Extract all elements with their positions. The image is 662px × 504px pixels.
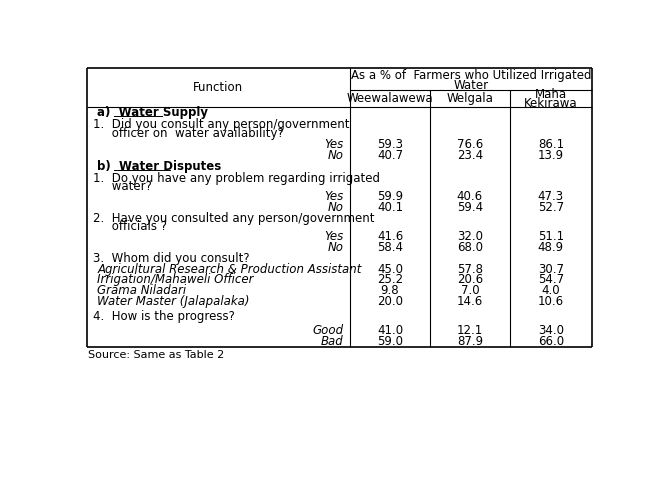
Text: 68.0: 68.0 [457, 241, 483, 254]
Text: 54.7: 54.7 [538, 274, 564, 286]
Text: 59.3: 59.3 [377, 138, 403, 151]
Text: officials ?: officials ? [93, 220, 167, 233]
Text: water?: water? [93, 180, 152, 193]
Text: Maha: Maha [535, 88, 567, 101]
Text: 10.6: 10.6 [538, 295, 564, 308]
Text: 23.4: 23.4 [457, 149, 483, 162]
Text: No: No [328, 149, 344, 162]
Text: 41.0: 41.0 [377, 324, 403, 337]
Text: 4.  How is the progress?: 4. How is the progress? [93, 309, 235, 323]
Text: 76.6: 76.6 [457, 138, 483, 151]
Text: Good: Good [313, 324, 344, 337]
Text: Yes: Yes [324, 138, 344, 151]
Text: 3.  Whom did you consult?: 3. Whom did you consult? [93, 252, 250, 265]
Text: As a % of  Farmers who Utilized Irrigated: As a % of Farmers who Utilized Irrigated [351, 69, 591, 82]
Text: Source: Same as Table 2: Source: Same as Table 2 [88, 350, 224, 360]
Text: 12.1: 12.1 [457, 324, 483, 337]
Text: 1.  Do you have any problem regarding irrigated: 1. Do you have any problem regarding irr… [93, 171, 380, 184]
Text: No: No [328, 241, 344, 254]
Text: 20.6: 20.6 [457, 274, 483, 286]
Text: 32.0: 32.0 [457, 230, 483, 243]
Text: 66.0: 66.0 [538, 335, 564, 348]
Text: a)  Water Supply: a) Water Supply [97, 106, 209, 119]
Text: 40.7: 40.7 [377, 149, 403, 162]
Text: 25.2: 25.2 [377, 274, 403, 286]
Text: Irrigation/Mahaweli Officer: Irrigation/Mahaweli Officer [97, 274, 254, 286]
Text: 57.8: 57.8 [457, 263, 483, 276]
Text: 59.4: 59.4 [457, 201, 483, 214]
Text: Agricultural Research & Production Assistant: Agricultural Research & Production Assis… [97, 263, 362, 276]
Text: 40.6: 40.6 [457, 191, 483, 203]
Text: 52.7: 52.7 [538, 201, 564, 214]
Text: Bad: Bad [321, 335, 344, 348]
Text: 7.0: 7.0 [461, 284, 479, 297]
Text: 59.0: 59.0 [377, 335, 403, 348]
Text: 2.  Have you consulted any person/government: 2. Have you consulted any person/governm… [93, 212, 374, 225]
Text: 30.7: 30.7 [538, 263, 564, 276]
Text: Yes: Yes [324, 191, 344, 203]
Text: Weewalawewa: Weewalawewa [347, 92, 434, 105]
Text: 87.9: 87.9 [457, 335, 483, 348]
Text: 34.0: 34.0 [538, 324, 564, 337]
Text: 9.8: 9.8 [381, 284, 399, 297]
Text: 58.4: 58.4 [377, 241, 403, 254]
Text: Water: Water [453, 79, 489, 92]
Text: 1.  Did you consult any person/government: 1. Did you consult any person/government [93, 118, 350, 131]
Text: Function: Function [193, 81, 244, 94]
Text: 47.3: 47.3 [538, 191, 564, 203]
Text: Water Master (Jalapalaka): Water Master (Jalapalaka) [97, 295, 250, 308]
Text: No: No [328, 201, 344, 214]
Text: 4.0: 4.0 [542, 284, 560, 297]
Text: 59.9: 59.9 [377, 191, 403, 203]
Text: Yes: Yes [324, 230, 344, 243]
Text: 14.6: 14.6 [457, 295, 483, 308]
Text: b)  Water Disputes: b) Water Disputes [97, 160, 222, 173]
Text: Kekirawa: Kekirawa [524, 97, 578, 110]
Text: 41.6: 41.6 [377, 230, 403, 243]
Text: 86.1: 86.1 [538, 138, 564, 151]
Text: 45.0: 45.0 [377, 263, 403, 276]
Text: officer on  water availability?: officer on water availability? [93, 127, 283, 140]
Text: Grama Niladari: Grama Niladari [97, 284, 187, 297]
Text: 48.9: 48.9 [538, 241, 564, 254]
Text: Welgala: Welgala [446, 92, 493, 105]
Text: 13.9: 13.9 [538, 149, 564, 162]
Text: 20.0: 20.0 [377, 295, 403, 308]
Text: 40.1: 40.1 [377, 201, 403, 214]
Text: 51.1: 51.1 [538, 230, 564, 243]
